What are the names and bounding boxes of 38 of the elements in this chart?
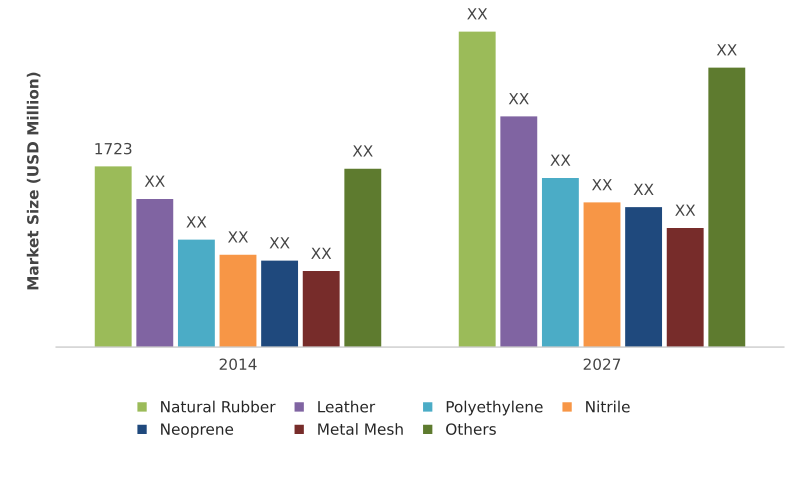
- bar: [218, 253, 258, 348]
- data-label: XX: [311, 248, 332, 259]
- legend-label: Natural Rubber: [161, 400, 276, 412]
- data-label: XX: [144, 176, 165, 187]
- legend-label: Polyethylene: [446, 400, 543, 416]
- x-tick-label: 2014: [220, 358, 257, 370]
- bar: [457, 30, 498, 348]
- bar: [540, 176, 580, 348]
- bar: [665, 226, 706, 348]
- data-label: XX: [508, 93, 529, 104]
- data-label: XX: [228, 231, 248, 243]
- data-label: XX: [716, 44, 737, 56]
- bar: [176, 238, 216, 348]
- data-label: XX: [675, 204, 696, 216]
- data-label: XX: [634, 184, 654, 195]
- bar: [624, 206, 664, 348]
- data-label: 1723: [95, 142, 132, 154]
- legend-label: Leather: [318, 400, 376, 412]
- bar: [93, 165, 134, 348]
- bar: [301, 270, 342, 348]
- y-axis-title: Market Size (USD Million): [26, 72, 40, 290]
- bar: [706, 66, 747, 348]
- bar: [498, 115, 539, 348]
- data-label: XX: [592, 179, 612, 190]
- data-label: XX: [467, 8, 488, 20]
- data-label: XX: [550, 154, 570, 166]
- x-tick-label: 2027: [584, 358, 620, 370]
- bar: [260, 259, 300, 348]
- data-label: XX: [352, 145, 373, 157]
- legend-label: Others: [446, 423, 496, 435]
- data-label: XX: [270, 237, 290, 248]
- legend-label: Metal Mesh: [318, 423, 403, 435]
- data-label: XX: [186, 216, 206, 228]
- legend-label: Nitrile: [586, 400, 630, 412]
- legend-label: Neoprene: [161, 424, 234, 438]
- bar: [342, 167, 383, 348]
- bar: [582, 201, 622, 348]
- bar: [134, 198, 175, 348]
